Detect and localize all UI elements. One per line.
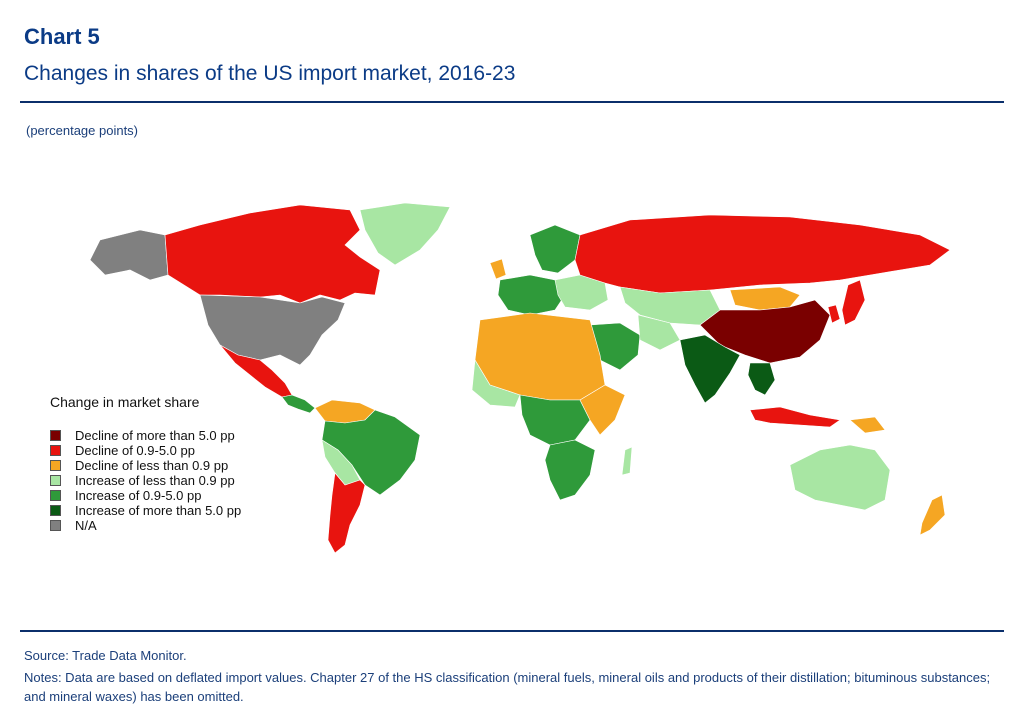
region-southeast-asia (747, 362, 776, 396)
legend-swatch (50, 490, 61, 501)
legend-label: Decline of 0.9-5.0 pp (75, 443, 195, 458)
region-india (679, 334, 741, 404)
region-china (699, 299, 831, 364)
region-papua (849, 416, 886, 434)
region-alaska (89, 229, 169, 281)
legend-label: N/A (75, 518, 97, 533)
region-east-africa (579, 384, 626, 436)
region-russia (574, 214, 951, 294)
legend-item: Increase of less than 0.9 pp (50, 473, 241, 488)
region-madagascar (621, 446, 633, 476)
region-southern-africa (544, 439, 596, 501)
region-indonesia (749, 406, 841, 428)
region-central-africa (519, 394, 591, 446)
region-uk (489, 258, 507, 280)
region-new-zealand (919, 494, 946, 536)
region-japan (841, 279, 866, 326)
top-rule (20, 101, 1004, 103)
region-west-africa (471, 359, 521, 408)
legend-label: Decline of less than 0.9 pp (75, 458, 229, 473)
legend-item: Decline of more than 5.0 pp (50, 428, 241, 443)
region-australia (789, 444, 891, 511)
legend-swatch (50, 430, 61, 441)
bottom-rule (20, 630, 1004, 632)
region-korea (827, 304, 841, 324)
chart-title: Chart 5 (24, 24, 100, 49)
legend-label: Increase of 0.9-5.0 pp (75, 488, 202, 503)
legend-swatch (50, 475, 61, 486)
region-greenland (359, 202, 451, 266)
legend-swatch (50, 460, 61, 471)
legend-item: Decline of less than 0.9 pp (50, 458, 241, 473)
region-canada (164, 204, 381, 304)
region-central-america (281, 394, 316, 414)
chart-subtitle: Changes in shares of the US import marke… (24, 62, 516, 85)
legend-title: Change in market share (50, 394, 200, 410)
legend-swatch (50, 445, 61, 456)
legend-item: Increase of 0.9-5.0 pp (50, 488, 241, 503)
region-scandinavia (529, 224, 581, 274)
region-western-europe (497, 274, 566, 316)
region-mongolia (729, 286, 801, 311)
legend: Change in market share Decline of more t… (50, 394, 241, 533)
legend-item: N/A (50, 518, 241, 533)
unit-label: (percentage points) (26, 123, 139, 138)
legend-swatch (50, 505, 61, 516)
legend-item: Decline of 0.9-5.0 pp (50, 443, 241, 458)
legend-swatch (50, 520, 61, 531)
world-map (89, 202, 951, 554)
region-argentina (327, 472, 366, 554)
legend-label: Increase of less than 0.9 pp (75, 473, 235, 488)
region-united-states (199, 294, 346, 366)
region-iran (637, 314, 681, 351)
region-central-asia (619, 286, 721, 326)
legend-label: Increase of more than 5.0 pp (75, 503, 242, 518)
legend-item: Increase of more than 5.0 pp (50, 503, 241, 518)
notes-text: Notes: Data are based on deflated import… (24, 670, 991, 704)
legend-label: Decline of more than 5.0 pp (75, 428, 235, 443)
source-note: Source: Trade Data Monitor. (24, 648, 187, 663)
